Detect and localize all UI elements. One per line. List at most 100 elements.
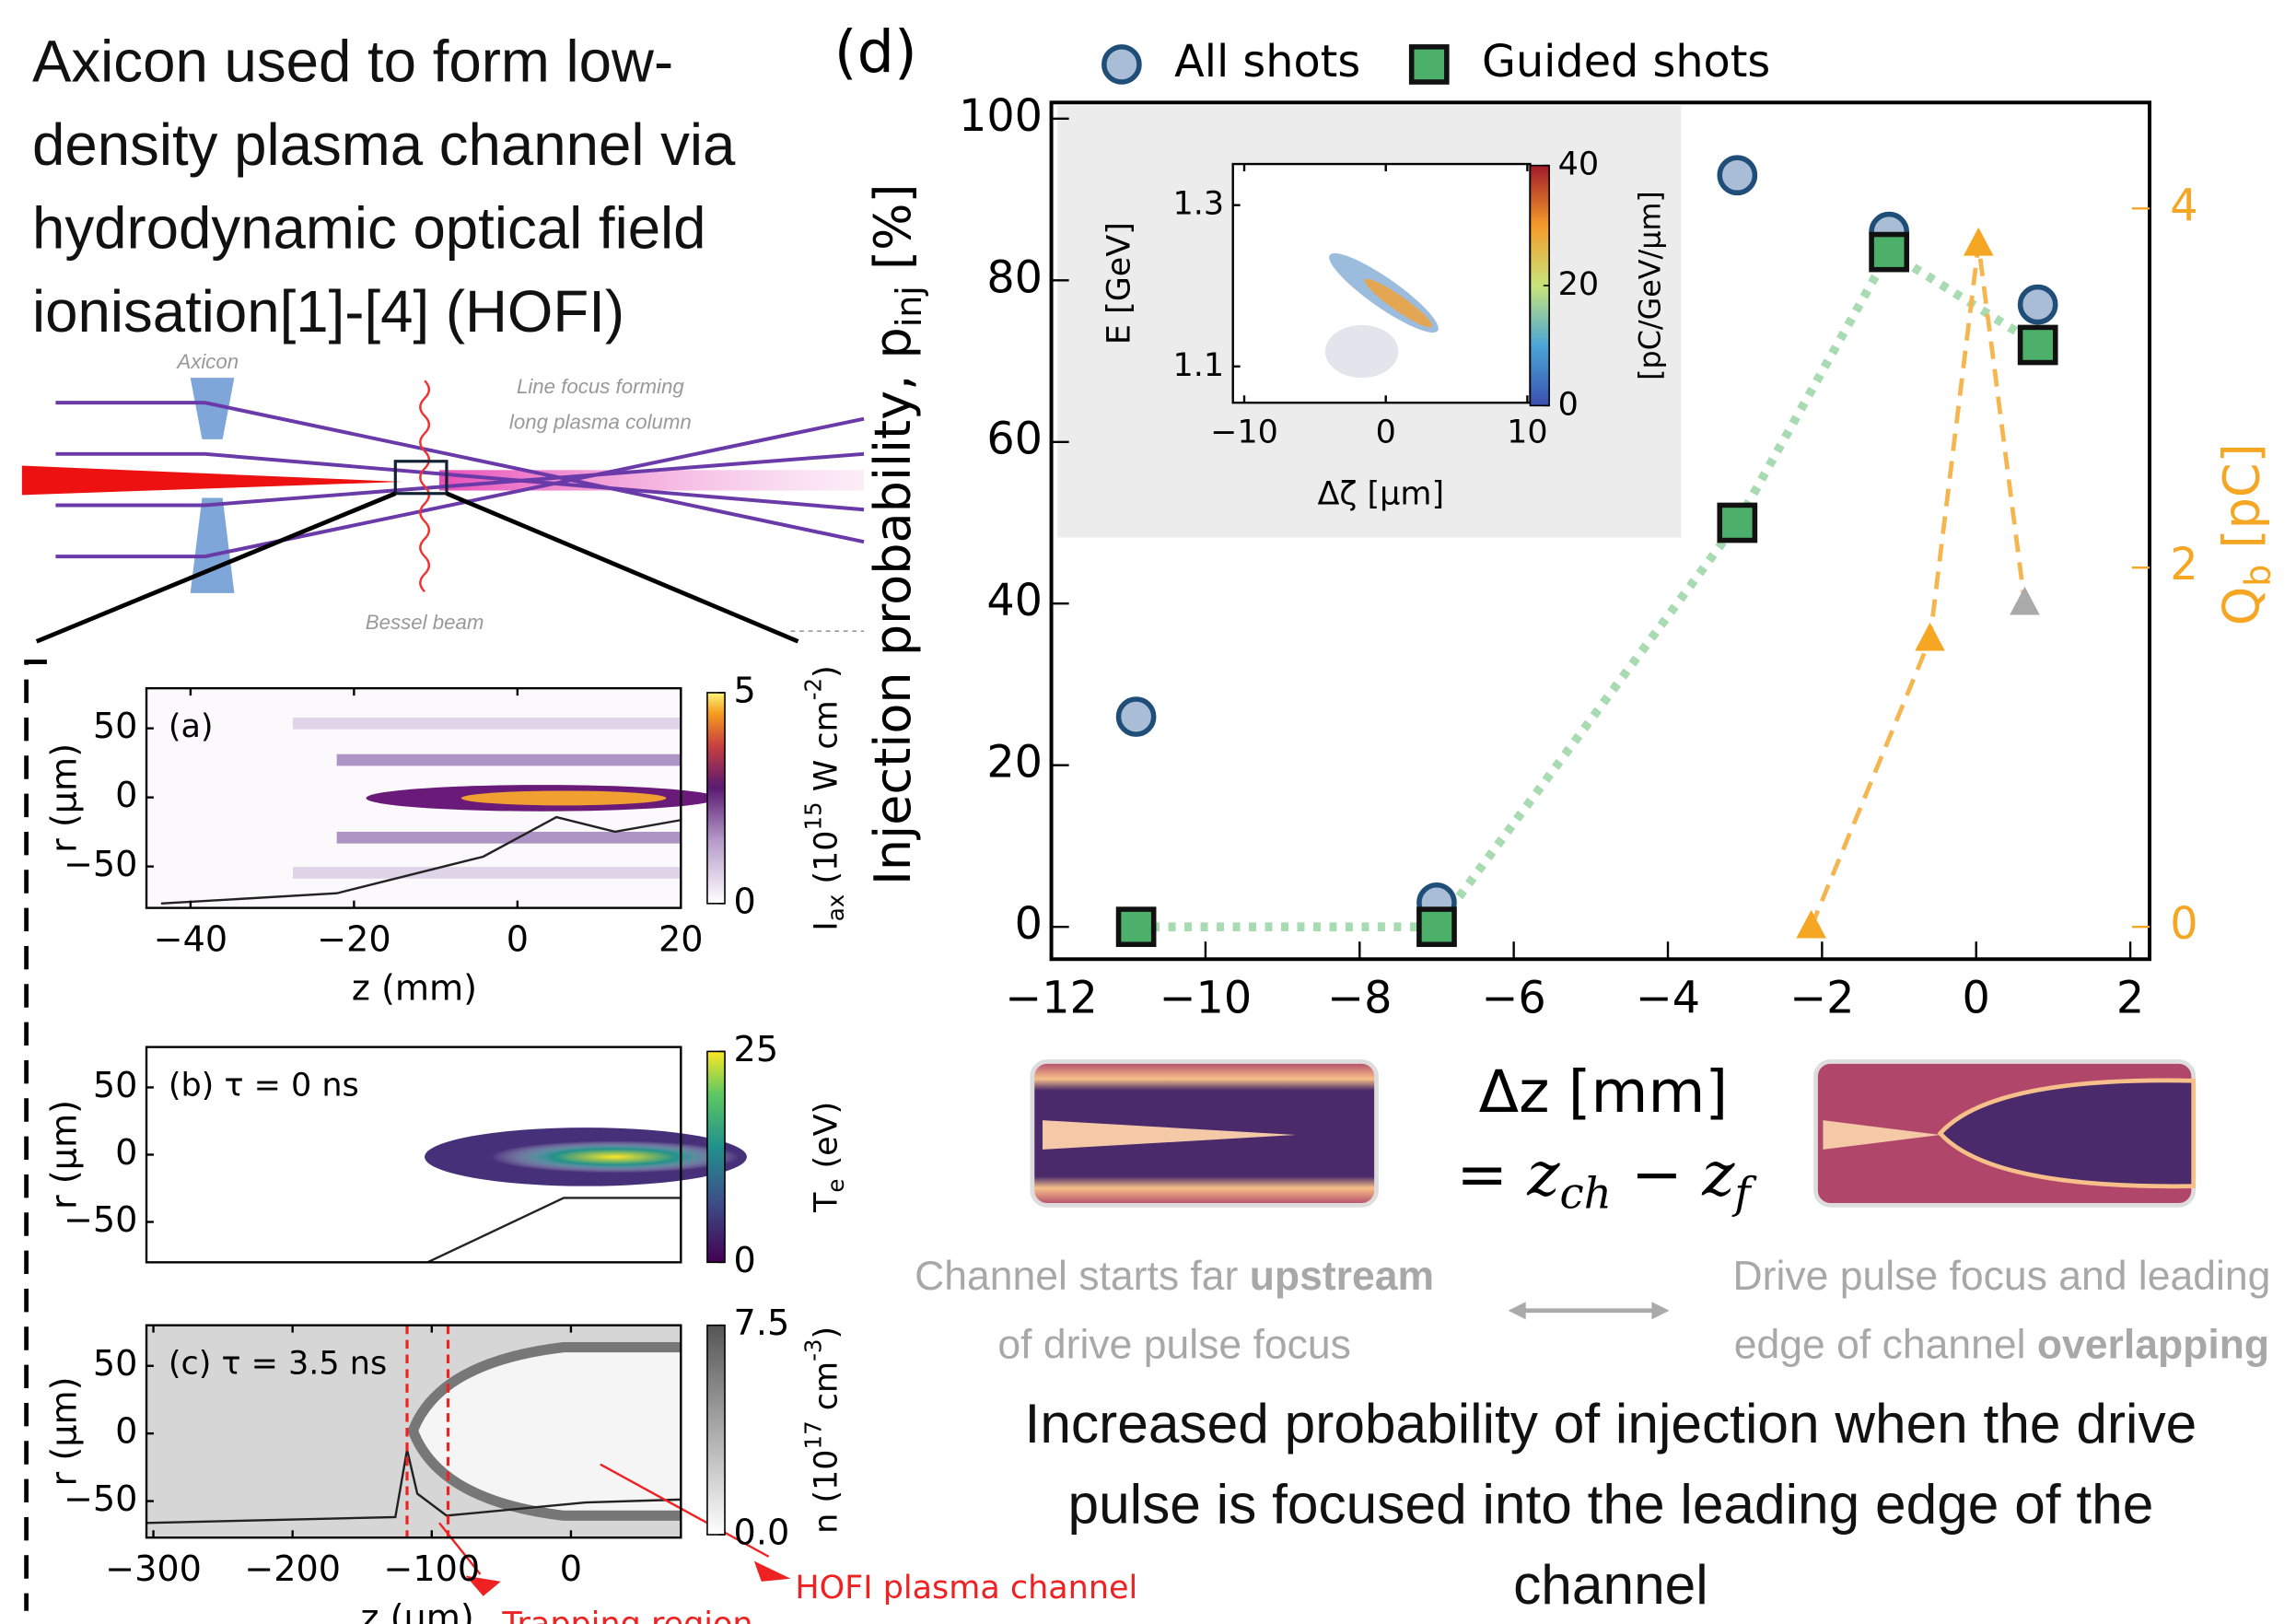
y-tick-label: −50	[64, 844, 138, 884]
point	[1717, 155, 1758, 196]
text-part: )	[808, 665, 845, 678]
text-part: Channel starts far	[915, 1254, 1250, 1299]
text-part: overlapping	[2037, 1322, 2269, 1367]
series-line	[1136, 245, 2041, 931]
colorbar-tick-label: 25	[734, 1029, 779, 1069]
panel-label: (c) τ = 3.5 ns	[169, 1346, 387, 1383]
text-part: )	[808, 1326, 845, 1339]
conclusion-line: pulse is focused into the leading edge o…	[1067, 1472, 2153, 1535]
text-part: -2	[799, 678, 826, 700]
colorbar-tick-label: 40	[1558, 146, 1600, 183]
text-part: of drive pulse focus	[997, 1322, 1350, 1367]
point	[2017, 284, 2058, 325]
text-part: E [GeV]	[1101, 222, 1137, 345]
colorbar-label: Te (eV)	[808, 1102, 848, 1213]
conclusion-line: Increased probability of injection when …	[1025, 1392, 2197, 1455]
y-axis-label: Injection probability, pinj [%]	[864, 183, 929, 885]
diagram-label: Line focus forming	[517, 375, 684, 398]
y-axis-label: r (μm)	[43, 743, 84, 853]
y-tick-label: 50	[93, 706, 138, 746]
text-part: z (μm)	[360, 1597, 473, 1624]
panel-label: (d)	[834, 18, 917, 86]
text-part: Δz [mm]	[1479, 1057, 1729, 1126]
y-axis-label: E [GeV]	[1101, 222, 1137, 345]
plot-frame	[145, 1046, 682, 1264]
panel-label: (a)	[169, 708, 214, 745]
y-tick-label: 1.3	[1173, 186, 1225, 223]
text-part: Δζ [μm]	[1317, 475, 1444, 512]
text-part: = z	[1456, 1138, 1560, 1209]
x-axis-label: Δζ [μm]	[1317, 475, 1444, 512]
point	[1115, 696, 1157, 737]
panel-b-image	[146, 1046, 747, 1264]
caption-line: of drive pulse focus	[997, 1322, 1350, 1367]
x-tick-label: 20	[658, 918, 704, 959]
text-part: [pC]	[2212, 443, 2270, 564]
legend-label: Guided shots	[1482, 37, 1770, 88]
y2-tick-label: 0	[2170, 899, 2197, 950]
heading-line: density plasma channel via	[32, 112, 736, 178]
y-tick-label: 60	[986, 415, 1043, 465]
text-part: W cm	[808, 700, 845, 801]
plot-frame	[145, 1324, 682, 1539]
x-tick-label: −20	[317, 918, 391, 959]
colorbar-tick-label: 20	[1558, 266, 1600, 303]
text-part: Injection probability, p	[864, 327, 922, 885]
point	[1115, 906, 1157, 948]
y-tick-label: 0	[115, 1132, 137, 1173]
y-axis-label: r (μm)	[43, 1100, 84, 1209]
text-part: T	[808, 1192, 845, 1213]
text-part: Q	[2212, 587, 2270, 626]
y-tick-label: 100	[959, 91, 1043, 142]
text-part: inj	[889, 286, 929, 327]
text-part: upstream	[1250, 1254, 1434, 1299]
heading-line: ionisation[1]-[4] (HOFI)	[32, 279, 624, 345]
text-part: ax	[822, 894, 849, 921]
colorbar-tick-label: 0	[734, 1240, 756, 1280]
panel-c-image	[146, 1325, 791, 1596]
text-part: r (μm)	[43, 743, 84, 853]
diagram-label: Bessel beam	[366, 611, 484, 634]
x-tick-label: 0	[1376, 414, 1396, 450]
x-axis-label: z (mm)	[352, 967, 477, 1008]
panel-label: (b) τ = 0 ns	[169, 1068, 359, 1104]
inset-image	[1232, 164, 1531, 403]
text-part: b	[2237, 565, 2278, 587]
text-part: cm	[808, 1361, 845, 1420]
x-tick-label: 0	[507, 918, 529, 959]
text-part: (10	[808, 831, 845, 894]
x-axis-label: Δz [mm]	[1479, 1057, 1729, 1126]
plot-frame	[145, 686, 682, 909]
text-part: r (μm)	[43, 1100, 84, 1209]
point	[2010, 586, 2040, 615]
y-tick-label: 40	[986, 576, 1043, 626]
y-tick-label: 50	[93, 1343, 138, 1384]
x-tick-label: −2	[1789, 974, 1854, 1024]
text-part: e	[822, 1179, 849, 1193]
annotation: Trapping region	[501, 1606, 752, 1624]
y-tick-label: 80	[986, 252, 1043, 303]
colorbar-tick-label: 0	[734, 881, 756, 921]
annotation: HOFI plasma channel	[795, 1570, 1137, 1606]
heading-line: hydrodynamic optical field	[32, 196, 706, 262]
axicon-diagram	[21, 378, 865, 1611]
text-part: (eV)	[808, 1102, 845, 1179]
x-tick-label: −200	[244, 1548, 341, 1589]
legend-marker	[1408, 44, 1450, 85]
heading-line: Axicon used to form low-	[32, 29, 673, 94]
x-tick-label: 2	[2116, 974, 2144, 1024]
caption-line: Drive pulse focus and leading	[1733, 1254, 2271, 1299]
text-part: -3	[799, 1339, 826, 1361]
point	[1869, 231, 1910, 273]
y2-tick-label: 4	[2170, 181, 2197, 231]
caption-line: Channel starts far upstream	[915, 1254, 1434, 1299]
x-tick-label: 0	[1963, 974, 1990, 1024]
x-tick-label: −10	[1160, 974, 1253, 1024]
diagram-label: long plasma column	[509, 410, 692, 433]
colorbar	[706, 1324, 726, 1536]
colorbar-tick-label: 5	[734, 670, 756, 710]
y-axis-label: r (μm)	[43, 1376, 84, 1486]
y-tick-label: −50	[64, 1478, 138, 1519]
